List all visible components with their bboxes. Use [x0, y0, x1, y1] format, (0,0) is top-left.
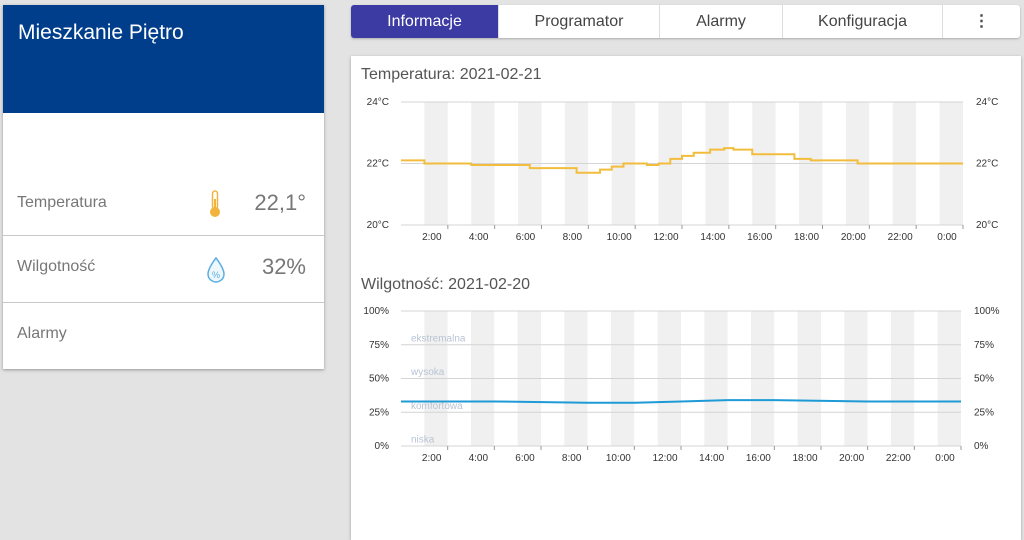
temperature-y-tick-left: 22°C	[367, 159, 389, 170]
charts-panel: Temperatura: 2021-02-21 24°C 24°C 22°C 22°C…	[351, 56, 1021, 540]
temperature-x-tick: 16:00	[747, 232, 772, 243]
temperature-y-tick-right: 24°C	[976, 97, 998, 108]
temperature-x-tick: 0:00	[937, 232, 957, 243]
temperature-value: 22,1°	[254, 190, 306, 215]
humidity-x-tick: 20:00	[839, 453, 864, 464]
humidity-y-tick-right: 75%	[974, 340, 994, 351]
humidity-x-tick: 12:00	[652, 453, 677, 464]
humidity-y-tick-right: 100%	[974, 306, 1000, 317]
temperature-x-tick: 4:00	[469, 232, 489, 243]
room-card: Mieszkanie Piętro Temperatura 22,1° Wilg…	[3, 5, 324, 369]
temperature-x-tick: 18:00	[794, 232, 819, 243]
humidity-y-tick-left: 50%	[369, 374, 389, 385]
humidity-x-tick: 18:00	[792, 453, 817, 464]
svg-text:%: %	[212, 270, 220, 280]
temperature-x-tick: 12:00	[653, 232, 678, 243]
tab-konfiguracja[interactable]: Konfiguracja	[783, 5, 943, 38]
alarms-row[interactable]: Alarmy	[3, 302, 324, 368]
temperature-y-tick-left: 20°C	[367, 220, 389, 231]
tab-informacje[interactable]: Informacje	[351, 5, 499, 38]
humidity-y-tick-right: 0%	[974, 441, 989, 452]
humidity-drop-icon: %	[205, 256, 227, 289]
humidity-x-tick: 4:00	[469, 453, 489, 464]
humidity-band-label: niska	[411, 435, 435, 446]
temperature-x-tick: 14:00	[700, 232, 725, 243]
temperature-y-tick-right: 22°C	[976, 159, 998, 170]
humidity-label: Wilgotność	[17, 258, 96, 275]
humidity-x-tick: 10:00	[606, 453, 631, 464]
temperature-x-tick: 8:00	[563, 232, 583, 243]
tab-bar: Informacje Programator Alarmy Konfigurac…	[351, 5, 1020, 38]
tab-alarmy[interactable]: Alarmy	[660, 5, 783, 38]
humidity-y-tick-right: 25%	[974, 407, 994, 418]
humidity-x-tick: 16:00	[746, 453, 771, 464]
alarms-label: Alarmy	[17, 325, 67, 342]
tab-programator[interactable]: Programator	[499, 5, 660, 38]
temperature-label: Temperatura	[17, 194, 107, 211]
humidity-y-tick-left: 0%	[375, 441, 390, 452]
humidity-y-tick-left: 75%	[369, 340, 389, 351]
humidity-band-label: komfortowa	[411, 401, 463, 412]
temperature-x-tick: 22:00	[888, 232, 913, 243]
thermometer-icon	[208, 190, 222, 223]
humidity-x-tick: 2:00	[422, 453, 442, 464]
humidity-y-tick-left: 100%	[363, 306, 389, 317]
temperature-x-tick: 10:00	[607, 232, 632, 243]
temperature-chart-svg: 24°C 24°C 22°C 22°C 20°C 20°C 2:00 4:00 6:00 8:00…	[367, 97, 999, 243]
humidity-x-tick: 6:00	[515, 453, 535, 464]
humidity-x-tick: 22:00	[886, 453, 911, 464]
humidity-y-tick-left: 25%	[369, 407, 389, 418]
temperature-chart-title: Temperatura: 2021-02-21	[361, 66, 542, 83]
temperature-x-tick: 6:00	[516, 232, 536, 243]
more-menu-button[interactable]: ⋮	[973, 13, 990, 30]
humidity-x-tick: 8:00	[562, 453, 582, 464]
humidity-band-label: ekstremalna	[411, 333, 466, 344]
room-header: Mieszkanie Piętro	[3, 5, 324, 113]
humidity-value: 32%	[261, 254, 306, 279]
temperature-x-tick: 20:00	[841, 232, 866, 243]
temperature-series-line	[401, 147, 963, 174]
humidity-band-label: wysoka	[410, 367, 445, 378]
humidity-chart-svg: 100% 100% 75% 75% 50% 50% 25% 25% 0% 0% ekstremaln…	[363, 306, 1000, 464]
humidity-chart-title: Wilgotność: 2021-02-20	[361, 276, 530, 293]
temperature-row[interactable]: Temperatura 22,1°	[3, 172, 324, 238]
temperature-y-tick-left: 24°C	[367, 97, 389, 108]
humidity-x-tick: 14:00	[699, 453, 724, 464]
temperature-x-tick: 2:00	[422, 232, 442, 243]
humidity-row[interactable]: Wilgotność % 32%	[3, 235, 324, 301]
humidity-y-tick-right: 50%	[974, 374, 994, 385]
humidity-series-line	[401, 399, 961, 404]
temperature-y-tick-right: 20°C	[976, 220, 998, 231]
humidity-x-tick: 0:00	[935, 453, 955, 464]
room-title: Mieszkanie Piętro	[18, 21, 184, 44]
